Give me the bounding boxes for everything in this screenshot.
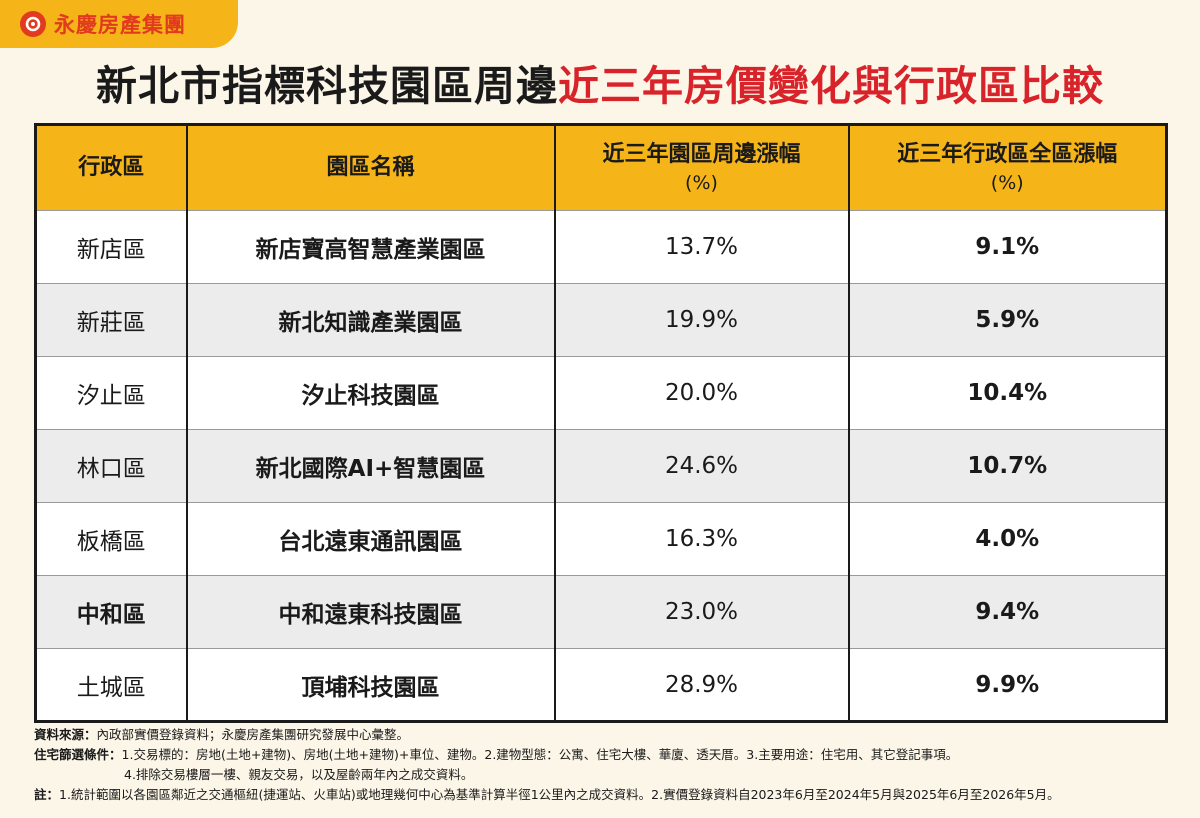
cell-district-rise: 9.1% [848,210,1167,284]
cell-park-rise: 19.9% [554,283,850,357]
cell-park-rise: 16.3% [554,502,850,576]
cell-district: 中和區 [35,575,188,649]
table-row: 板橋區 台北遠東通訊園區 16.3% 4.0% [35,502,1167,576]
cell-park-rise: 28.9% [554,648,850,722]
cell-district-rise: 9.4% [848,575,1167,649]
cell-district: 林口區 [35,429,188,503]
cell-district-rise: 10.7% [848,429,1167,503]
cell-park-rise: 24.6% [554,429,850,503]
table-row: 土城區 頂埔科技園區 28.9% 9.9% [35,648,1167,722]
cell-park-rise: 20.0% [554,356,850,430]
header-district-rise-unit: (%) [990,172,1024,194]
remark-note: 註：1.統計範圍以各園區鄰近之交通樞紐(捷運站、火車站)或地理幾何中心為基準計算… [34,787,1060,802]
filter-note-continued: 4.排除交易樓層一樓、親友交易，以及屋齡兩年內之成交資料。 [124,767,474,782]
table-row: 新莊區 新北知識產業園區 19.9% 5.9% [35,283,1167,357]
title-part-1: 新北市指標科技園區周邊 [96,62,558,110]
table-row: 新店區 新店寶高智慧產業園區 13.7% 9.1% [35,210,1167,284]
title-part-2: 近三年房價變化與行政區比較 [558,62,1104,110]
table-row: 汐止區 汐止科技園區 20.0% 10.4% [35,356,1167,430]
header-park-rise: 近三年園區周邊漲幅 (%) [554,124,850,211]
comparison-table: 行政區 園區名稱 近三年園區周邊漲幅 (%) 近三年行政區全區漲幅 (%) 新店… [34,123,1168,723]
header-park: 園區名稱 [186,124,556,211]
page-title: 新北市指標科技園區周邊近三年房價變化與行政區比較 [0,58,1200,114]
brand-name: 永慶房產集團 [54,13,186,37]
table-row: 林口區 新北國際AI+智慧園區 24.6% 10.7% [35,429,1167,503]
cell-park-rise: 23.0% [554,575,850,649]
header-park-rise-unit: (%) [685,172,718,194]
source-note: 資料來源：內政部實價登錄資料；永慶房產集團研究發展中心彙整。 [34,727,410,742]
brand-logo-icon [20,11,46,37]
cell-district: 板橋區 [35,502,188,576]
cell-park: 新北國際AI+智慧園區 [186,429,556,503]
cell-district: 新莊區 [35,283,188,357]
cell-district-rise: 5.9% [848,283,1167,357]
cell-park: 頂埔科技園區 [186,648,556,722]
cell-park: 中和遠東科技園區 [186,575,556,649]
cell-park: 台北遠東通訊園區 [186,502,556,576]
header-district: 行政區 [35,124,188,211]
cell-district-rise: 9.9% [848,648,1167,722]
table-header-row: 行政區 園區名稱 近三年園區周邊漲幅 (%) 近三年行政區全區漲幅 (%) [35,124,1167,211]
table-row: 中和區 中和遠東科技園區 23.0% 9.4% [35,575,1167,649]
cell-district-rise: 10.4% [848,356,1167,430]
cell-district: 土城區 [35,648,188,722]
cell-park: 汐止科技園區 [186,356,556,430]
cell-district-rise: 4.0% [848,502,1167,576]
cell-district: 汐止區 [35,356,188,430]
cell-park: 新店寶高智慧產業園區 [186,210,556,284]
filter-note: 住宅篩選條件：1.交易標的：房地(土地+建物)、房地(土地+建物)+車位、建物。… [34,747,959,762]
brand-header: 永慶房產集團 [0,0,238,48]
cell-park-rise: 13.7% [554,210,850,284]
cell-park: 新北知識產業園區 [186,283,556,357]
cell-district: 新店區 [35,210,188,284]
footnotes: 資料來源：內政部實價登錄資料；永慶房產集團研究發展中心彙整。 住宅篩選條件：1.… [34,725,1174,805]
header-district-rise: 近三年行政區全區漲幅 (%) [848,124,1167,211]
